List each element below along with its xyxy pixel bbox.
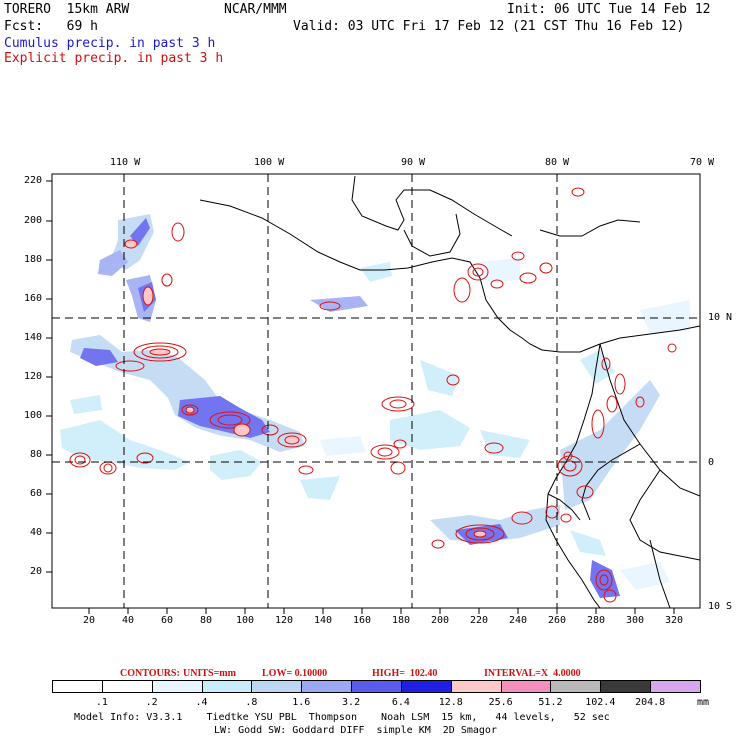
x-tick-label: 200: [431, 615, 450, 626]
x-tick-label: 100: [236, 615, 255, 626]
colorbar-swatch: [52, 680, 103, 693]
explicit-legend: Explicit precip. in past 3 h: [4, 51, 224, 66]
contours-low: LOW= 0.10000: [262, 668, 328, 679]
x-tick-label: 40: [122, 615, 135, 626]
y-tick-label: 180: [24, 254, 43, 265]
y-tick-label: 80: [30, 449, 43, 460]
map-frame: [51, 173, 701, 609]
colorbar-label: 204.8: [635, 697, 666, 708]
lat-label-10n: 10 N: [708, 312, 733, 323]
colorbar-swatch: [500, 680, 552, 693]
colorbar-label: 102.4: [585, 697, 616, 708]
colorbar-label: 3.2: [342, 697, 361, 708]
forecast-hour: Fcst: 69 h: [4, 19, 98, 34]
colorbar-swatch: [201, 680, 253, 693]
lat-label-10s: 10 S: [708, 601, 733, 612]
y-tick-label: 160: [24, 293, 43, 304]
x-tick-label: 80: [200, 615, 213, 626]
colorbar-swatch: [400, 680, 452, 693]
x-tick-label: 160: [353, 615, 372, 626]
y-tick-label: 140: [24, 332, 43, 343]
x-tick-label: 280: [587, 615, 606, 626]
colorbar-swatch: [450, 680, 502, 693]
y-tick-label: 120: [24, 371, 43, 382]
cumulus-legend: Cumulus precip. in past 3 h: [4, 36, 216, 51]
colorbar-label: .2: [145, 697, 158, 708]
contours-interval: INTERVAL=X 4.0000: [484, 668, 581, 679]
axis-ticks: [46, 180, 675, 614]
model-info: Model Info: V3.3.1 Tiedtke YSU PBL Thomp…: [74, 712, 610, 723]
lon-label-110w: 110 W: [110, 157, 141, 168]
org-label: NCAR/MMM: [224, 2, 287, 17]
y-tick-label: 100: [24, 410, 43, 421]
x-tick-label: 240: [509, 615, 528, 626]
x-tick-label: 60: [161, 615, 174, 626]
colorbar-swatch: [151, 680, 203, 693]
colorbar-units: mm: [697, 697, 710, 708]
colorbar-label: 51.2: [538, 697, 563, 708]
x-tick-label: 120: [275, 615, 294, 626]
colorbar-label: 25.6: [488, 697, 513, 708]
y-tick-label: 200: [24, 215, 43, 226]
colorbar-swatch: [650, 680, 701, 693]
y-tick-label: 20: [30, 566, 43, 577]
lon-label-90w: 90 W: [401, 157, 426, 168]
x-tick-label: 220: [470, 615, 489, 626]
colorbar-swatch: [101, 680, 153, 693]
colorbar-label: .8: [245, 697, 258, 708]
explicit-precip-contours: [69, 187, 677, 603]
x-tick-label: 140: [314, 615, 333, 626]
contours-units: UNITS=mm: [183, 668, 236, 679]
colorbar-label: 1.6: [292, 697, 311, 708]
model-title: TORERO 15km ARW: [4, 2, 130, 17]
colorbar-swatch: [301, 680, 353, 693]
precip-layer: [52, 174, 700, 608]
contours-label: CONTOURS:: [120, 668, 180, 679]
lat-label-0: 0: [708, 457, 715, 468]
coastlines: [199, 175, 700, 608]
cumulus-precip-areas: [60, 214, 690, 598]
colorbar-swatch: [600, 680, 652, 693]
x-tick-label: 300: [626, 615, 645, 626]
physics-info: LW: Godd SW: Goddard DIFF simple KM 2D S…: [214, 725, 497, 736]
x-tick-label: 180: [392, 615, 411, 626]
lon-label-80w: 80 W: [545, 157, 570, 168]
lat-lon-grid: [52, 174, 700, 608]
lon-label-100w: 100 W: [254, 157, 285, 168]
y-tick-label: 220: [24, 175, 43, 186]
x-tick-label: 20: [83, 615, 96, 626]
colorbar-swatch: [251, 680, 303, 693]
contours-high: HIGH= 102.40: [372, 668, 438, 679]
colorbar-label: 12.8: [438, 697, 463, 708]
colorbar-label: .4: [195, 697, 208, 708]
lon-label-70w: 70 W: [690, 157, 715, 168]
colorbar-label: 6.4: [391, 697, 410, 708]
colorbar-swatch: [351, 680, 402, 693]
init-time: Init: 06 UTC Tue 14 Feb 12: [507, 2, 711, 17]
valid-time: Valid: 03 UTC Fri 17 Feb 12 (21 CST Thu …: [293, 19, 685, 34]
colorbar-swatch: [550, 680, 602, 693]
x-tick-label: 260: [548, 615, 567, 626]
colorbar-label: .1: [95, 697, 108, 708]
y-tick-label: 60: [30, 488, 43, 499]
x-tick-label: 320: [665, 615, 684, 626]
y-tick-label: 40: [30, 527, 43, 538]
